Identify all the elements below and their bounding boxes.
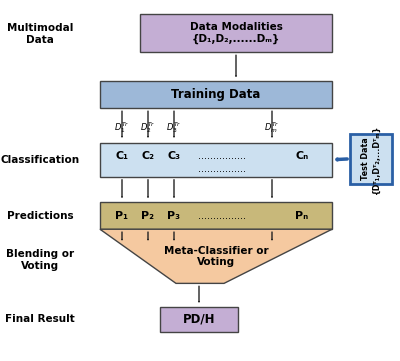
FancyBboxPatch shape	[140, 14, 332, 52]
Text: Final Result: Final Result	[5, 314, 75, 325]
Text: Classification: Classification	[0, 155, 80, 165]
Polygon shape	[100, 229, 332, 283]
Text: $D^{Tr}_{m}$: $D^{Tr}_{m}$	[264, 120, 280, 135]
Text: Meta-Classifier or
Voting: Meta-Classifier or Voting	[164, 245, 268, 267]
Text: ................: ................	[198, 164, 246, 174]
Text: P₁: P₁	[116, 211, 128, 221]
FancyBboxPatch shape	[350, 134, 392, 184]
Text: Cₙ: Cₙ	[295, 151, 309, 161]
Text: Data Modalities
{D₁,D₂,......Dₘ}: Data Modalities {D₁,D₂,......Dₘ}	[190, 22, 282, 44]
Text: Test Data
{Dᵀ₁,Dᵀ₂,...Dᵀₘ}: Test Data {Dᵀ₁,Dᵀ₂,...Dᵀₘ}	[361, 124, 381, 193]
FancyBboxPatch shape	[100, 81, 332, 108]
FancyBboxPatch shape	[160, 307, 238, 332]
Text: C₂: C₂	[142, 151, 154, 161]
Text: Training Data: Training Data	[171, 88, 261, 101]
Text: C₁: C₁	[116, 151, 128, 161]
Text: PD/H: PD/H	[183, 313, 215, 326]
Text: $D^{Tr}_{1}$: $D^{Tr}_{1}$	[114, 120, 130, 135]
Text: ................: ................	[198, 211, 246, 221]
Text: Predictions: Predictions	[7, 211, 73, 221]
Text: $D^{Tr}_{2}$: $D^{Tr}_{2}$	[140, 120, 156, 135]
Text: Pₙ: Pₙ	[295, 211, 309, 221]
Text: P₂: P₂	[142, 211, 154, 221]
FancyBboxPatch shape	[100, 202, 332, 229]
Text: C₃: C₃	[168, 151, 180, 161]
Text: ................: ................	[198, 151, 246, 161]
Text: Blending or
Voting: Blending or Voting	[6, 249, 74, 271]
Text: P₃: P₃	[168, 211, 180, 221]
FancyBboxPatch shape	[100, 143, 332, 177]
Text: $D^{Tr}_{3}$: $D^{Tr}_{3}$	[166, 120, 182, 135]
Text: Multimodal
Data: Multimodal Data	[7, 23, 73, 45]
